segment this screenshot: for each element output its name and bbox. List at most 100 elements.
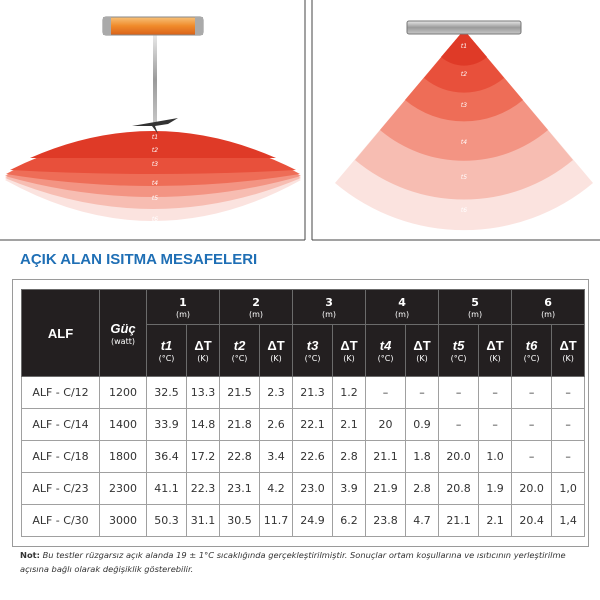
distance-header: 3 (m) (292, 289, 367, 325)
table-cell: 1.0 (478, 440, 513, 473)
temp-label: t3 (306, 338, 319, 353)
delta-label: ΔT (194, 338, 212, 353)
table-cell: 20.4 (511, 504, 553, 537)
distance-unit: (m) (395, 309, 410, 319)
table-cell: ALF - C/14 (21, 408, 100, 441)
table-cell: 21.9 (365, 472, 407, 505)
table-cell: 21.3 (292, 376, 334, 409)
temp-unit: (°C) (377, 354, 394, 363)
table-cell: – (551, 440, 586, 473)
table-cell: – (551, 408, 586, 441)
temp-unit: (°C) (158, 354, 175, 363)
delta-label: ΔT (267, 338, 285, 353)
table-cell: 22.3 (185, 472, 221, 505)
power-label: Güç (110, 320, 136, 336)
delta-unit: (K) (562, 354, 574, 363)
table-cell: 2.8 (332, 440, 367, 473)
temp-header: t5 (°C) (438, 324, 480, 377)
table-cell: 1.9 (478, 472, 513, 505)
table-cell: – (365, 376, 407, 409)
table-cell: – (438, 408, 480, 441)
zone-label: t2 (461, 71, 467, 78)
table-cell: 20 (365, 408, 407, 441)
table-cell: 23.8 (365, 504, 407, 537)
temp-unit: (°C) (304, 354, 321, 363)
distance-unit: (m) (541, 309, 556, 319)
illustrations: t1 t2 t3 t4 t5 t6 t1 t2 t3 t4 t5 t6 (0, 0, 600, 241)
pole-heat-zones (5, 131, 301, 221)
table-cell: – (511, 440, 553, 473)
temp-unit: (°C) (231, 354, 248, 363)
table-cell: 1200 (99, 376, 147, 409)
distance: 3 (325, 295, 333, 309)
stand (132, 118, 178, 134)
temp-unit: (°C) (523, 354, 540, 363)
table-cell: 1.8 (405, 440, 440, 473)
wall-heat-zones (335, 30, 593, 231)
temp-header: t1 (°C) (146, 324, 187, 377)
temp-label: t2 (233, 338, 246, 353)
table-cell: 0.9 (405, 408, 440, 441)
note: Not: Bu testler rüzgarsız açık alanda 19… (20, 548, 580, 576)
table-cell: 23.1 (219, 472, 261, 505)
table-cell: 20.0 (511, 472, 553, 505)
heater-cap (195, 17, 203, 35)
delta-label: ΔT (340, 338, 358, 353)
table-cell: – (405, 376, 440, 409)
table-frame (12, 279, 589, 547)
note-text: Bu testler rüzgarsız açık alanda 19 ± 1°… (20, 550, 566, 574)
table-cell: 21.1 (438, 504, 480, 537)
power-header: Güç (watt) (99, 289, 147, 377)
table-cell: 2300 (99, 472, 147, 505)
header-row: ALF Güç (watt) 1 (m) 2 (m) 3 (m) 4 (m) 5 (m) 6 (m) (21, 289, 586, 377)
delta-header: ΔT (K) (478, 324, 513, 377)
table-cell: 4.2 (259, 472, 294, 505)
table-cell: 11.7 (259, 504, 294, 537)
table-cell: – (478, 408, 513, 441)
delta-unit: (K) (197, 354, 209, 363)
header-row: t1 (°C) ΔT (K) t2 (°C) ΔT (K) t3 (°C) ΔT (K) t4 (°C) Δ… (22, 324, 586, 377)
table-cell: 1400 (99, 408, 147, 441)
data-row: ALF - C/30 3000 50.3 31.1 30.5 11.7 24.9 6.2 23.… (21, 504, 586, 537)
delta-header: ΔT (K) (551, 324, 586, 377)
delta-header: ΔT (K) (405, 324, 440, 377)
table-cell: 1800 (99, 440, 147, 473)
table: ALF Güç (watt) 1 (m) 2 (m) 3 (m) 4 (m) 5 (m) 6 (m) t1 (°… (21, 289, 586, 537)
zone-label: t4 (461, 139, 467, 146)
temp-header: t6 (°C) (511, 324, 553, 377)
delta-label: ΔT (559, 338, 577, 353)
table-cell: 20.8 (438, 472, 480, 505)
zone-label: t1 (152, 134, 158, 141)
distance-unit: (m) (175, 309, 191, 319)
table-cell: 3000 (99, 504, 147, 537)
zone-label: t4 (152, 180, 158, 187)
temp-label: t5 (452, 338, 465, 353)
table-cell: 4.7 (405, 504, 440, 537)
model-header: ALF (21, 289, 100, 377)
table-cell: – (478, 376, 513, 409)
temp-label: t1 (160, 338, 173, 353)
distance: 6 (544, 295, 552, 309)
table-cell: 1,0 (551, 472, 586, 505)
table-cell: ALF - C/12 (21, 376, 100, 409)
zone-label: t5 (461, 174, 467, 181)
table-cell: 50.3 (146, 504, 187, 537)
table-cell: 2.1 (332, 408, 367, 441)
table-cell: 31.1 (185, 504, 221, 537)
delta-header: ΔT (K) (259, 324, 294, 377)
table-cell: 22.6 (292, 440, 334, 473)
delta-unit: (K) (416, 354, 428, 363)
table-cell: 1,4 (551, 504, 586, 537)
table-cell: 14.8 (185, 408, 221, 441)
distance-header: 6 (m) (511, 289, 586, 325)
table-cell: ALF - C/18 (21, 440, 100, 473)
delta-unit: (K) (489, 354, 501, 363)
table-cell: ALF - C/23 (21, 472, 100, 505)
table-cell: 13.3 (185, 376, 221, 409)
table-cell: 20.0 (438, 440, 480, 473)
delta-label: ΔT (413, 338, 431, 353)
table-cell: 17.2 (185, 440, 221, 473)
distance-header: 4 (m) (365, 289, 440, 325)
table-cell: 3.4 (259, 440, 294, 473)
